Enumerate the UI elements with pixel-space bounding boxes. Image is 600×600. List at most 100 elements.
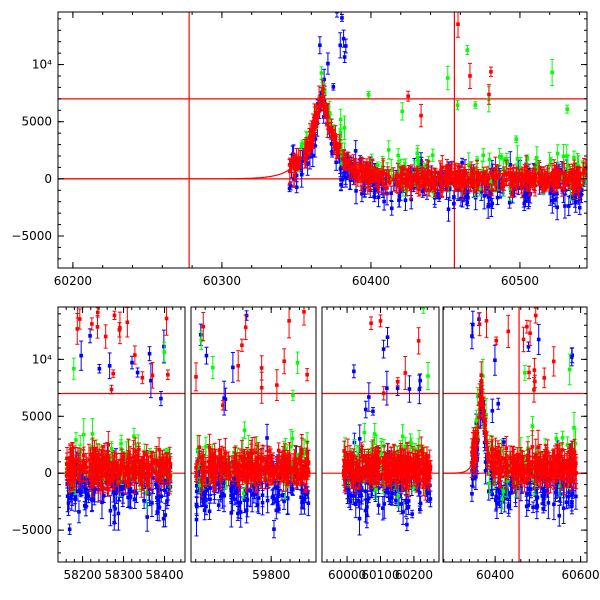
data-point (348, 159, 352, 164)
data-point (289, 164, 294, 169)
data-point (334, 160, 338, 165)
data-point (489, 172, 494, 176)
data-point (566, 163, 570, 168)
data-point (313, 113, 318, 118)
data-point (455, 173, 460, 178)
data-point (133, 473, 138, 477)
data-point (297, 160, 302, 165)
data-point (550, 198, 555, 203)
data-point (161, 516, 166, 521)
data-point (74, 462, 79, 467)
data-point (289, 161, 293, 165)
data-point (400, 109, 405, 114)
data-point (548, 191, 553, 196)
data-point (577, 171, 581, 176)
data-point (338, 134, 343, 139)
data-point (390, 175, 395, 180)
data-point (497, 172, 501, 177)
data-point (544, 178, 548, 183)
data-point (359, 164, 363, 168)
data-point (411, 186, 416, 191)
plot-area (58, 307, 185, 535)
data-point (165, 450, 169, 454)
data-point (525, 155, 530, 160)
data-point (571, 181, 576, 185)
data-point (326, 61, 330, 66)
data-point (422, 165, 427, 169)
data-point (485, 175, 489, 180)
data-point (445, 76, 450, 80)
data-point (484, 173, 488, 177)
data-point (417, 178, 421, 183)
data-point (321, 95, 326, 100)
data-point (497, 154, 502, 159)
plot-frame (57, 11, 588, 269)
data-point (66, 501, 71, 505)
data-point (130, 360, 134, 365)
data-point (375, 173, 380, 177)
data-point (296, 156, 301, 160)
data-point (349, 168, 354, 172)
data-point (471, 184, 476, 188)
data-point (145, 515, 150, 519)
data-point (293, 164, 297, 168)
data-point (295, 159, 299, 163)
data-point (534, 170, 538, 174)
data-point (565, 107, 569, 111)
data-point (408, 184, 413, 188)
data-point (126, 495, 130, 500)
data-point (116, 511, 121, 516)
data-point (132, 434, 136, 439)
data-point (344, 44, 348, 48)
data-point (385, 186, 389, 190)
data-point (430, 153, 435, 157)
data-point (155, 495, 159, 500)
data-point (73, 495, 78, 500)
data-point (582, 168, 586, 172)
data-point (475, 170, 479, 175)
data-point (468, 74, 472, 78)
data-point (342, 126, 347, 130)
data-point (346, 163, 351, 167)
data-point (520, 182, 524, 186)
data-point (113, 506, 117, 511)
data-point (128, 487, 133, 491)
data-point (497, 178, 502, 183)
data-point (370, 168, 375, 173)
data-point (159, 396, 163, 401)
data-point (506, 172, 510, 177)
data-point (86, 477, 91, 481)
data-point (487, 92, 491, 97)
data-point (144, 490, 149, 495)
data-point (492, 174, 496, 179)
data-point (296, 164, 300, 168)
data-point (495, 176, 499, 180)
data-point (394, 182, 399, 187)
data-point (414, 176, 419, 181)
data-point (135, 370, 140, 375)
data-point (311, 130, 315, 135)
data-point (486, 204, 490, 209)
data-point (455, 103, 460, 107)
data-point (312, 118, 317, 122)
data-point (333, 135, 338, 139)
data-point (410, 182, 415, 187)
data-point (550, 70, 554, 75)
data-point (552, 180, 556, 185)
data-point (403, 198, 408, 202)
data-point (508, 182, 513, 187)
data-point (435, 178, 440, 183)
data-point (448, 186, 452, 190)
data-point (500, 179, 504, 184)
data-point (302, 150, 307, 154)
data-point (463, 173, 467, 177)
data-point (475, 158, 479, 162)
data-point (339, 150, 343, 155)
data-point (515, 157, 520, 161)
data-point (381, 186, 385, 191)
data-point (481, 176, 486, 181)
data-point (560, 186, 564, 191)
data-point (360, 191, 364, 196)
data-point (377, 179, 381, 184)
data-point (422, 188, 427, 193)
